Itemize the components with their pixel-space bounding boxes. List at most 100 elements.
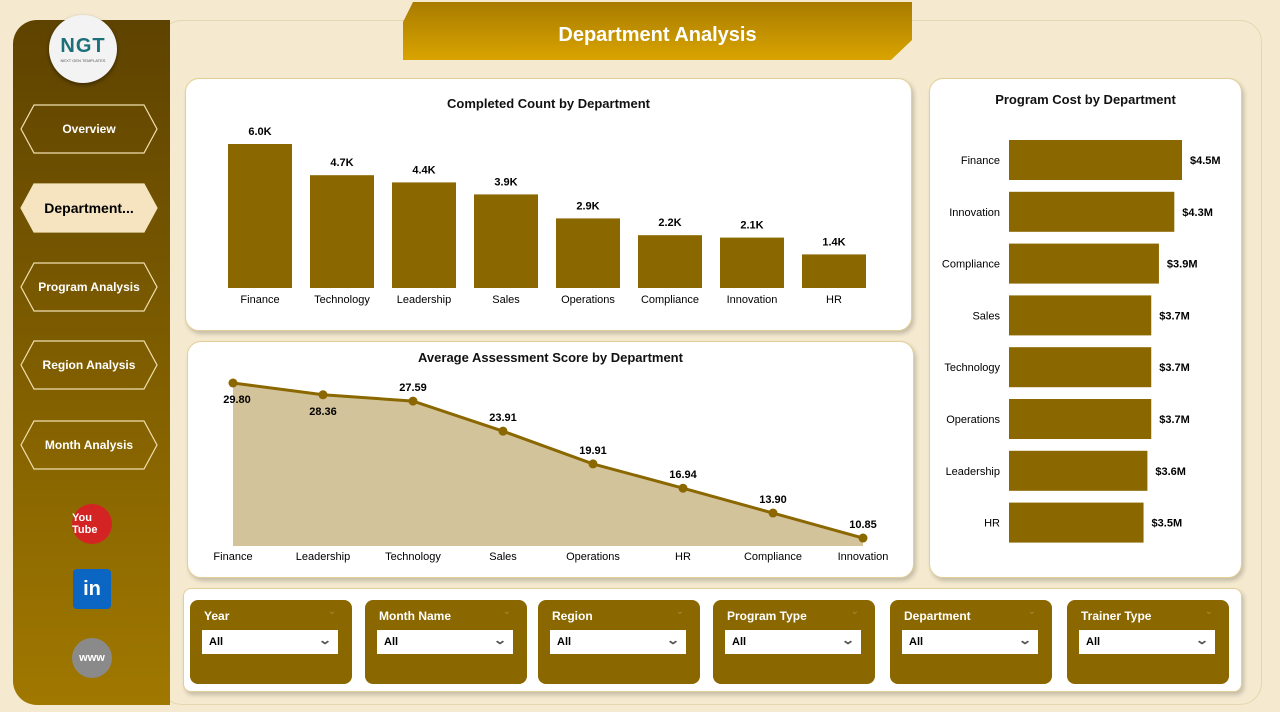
- nav-program-analysis[interactable]: Program Analysis: [20, 262, 158, 312]
- collapse-chevron-icon[interactable]: ⌄: [1204, 606, 1213, 617]
- chart-title: Program Cost by Department: [995, 92, 1176, 107]
- chevron-down-icon: ⌄: [492, 633, 508, 647]
- data-label: 16.94: [669, 469, 697, 481]
- data-label: 28.36: [309, 406, 337, 418]
- completed-count-chart: 6.0K Finance 4.7K Technology 4.4K Leadership 3…: [228, 126, 866, 306]
- collapse-chevron-icon[interactable]: ⌄: [502, 606, 511, 617]
- data-label: 29.80: [223, 394, 251, 406]
- program-cost-card: Program Cost by Department $4.5M Finance $…: [929, 78, 1242, 578]
- youtube-icon[interactable]: You Tube: [72, 504, 112, 544]
- filter-label: Department: [904, 609, 971, 623]
- data-point[interactable]: [228, 378, 238, 388]
- x-tick-label: Leadership: [397, 294, 451, 306]
- filter-department: Department ⌄ All ⌄: [890, 600, 1052, 684]
- data-point[interactable]: [408, 396, 418, 406]
- chart-title: Completed Count by Department: [447, 96, 650, 111]
- nav-label: Region Analysis: [42, 358, 136, 372]
- bar[interactable]: [1009, 347, 1152, 388]
- data-point[interactable]: [768, 508, 778, 518]
- nav-region-analysis[interactable]: Region Analysis: [20, 340, 158, 390]
- filter-program-type: Program Type ⌄ All ⌄: [713, 600, 875, 684]
- dropdown-value: All: [732, 636, 747, 648]
- x-tick-label: Operations: [566, 551, 620, 563]
- dropdown-value: All: [909, 636, 924, 648]
- filter-dropdown[interactable]: All ⌄: [1079, 630, 1215, 654]
- filter-dropdown[interactable]: All ⌄: [377, 630, 513, 654]
- data-label: 19.91: [579, 445, 607, 457]
- data-label: 27.59: [399, 382, 427, 394]
- x-tick-label: Finance: [240, 294, 279, 306]
- bar[interactable]: [556, 218, 620, 288]
- x-tick-label: Sales: [489, 551, 517, 563]
- dropdown-value: All: [557, 636, 572, 648]
- data-label: $4.3M: [1182, 207, 1213, 219]
- data-point[interactable]: [678, 483, 688, 493]
- data-point[interactable]: [858, 533, 868, 543]
- bar[interactable]: [802, 254, 866, 288]
- linkedin-icon[interactable]: in: [73, 569, 111, 609]
- filter-label: Region: [552, 609, 593, 623]
- nav-overview[interactable]: Overview: [20, 104, 158, 154]
- nav-department[interactable]: Department...: [20, 183, 158, 233]
- data-label: 3.9K: [494, 176, 517, 188]
- collapse-chevron-icon[interactable]: ⌄: [850, 606, 859, 617]
- x-tick-label: Technology: [385, 551, 441, 563]
- ngt-logo: NGT NEXT GEN TEMPLATES: [49, 15, 117, 83]
- bar[interactable]: [1009, 450, 1148, 491]
- data-point[interactable]: [588, 459, 598, 469]
- collapse-chevron-icon[interactable]: ⌄: [675, 606, 684, 617]
- bar[interactable]: [1009, 243, 1159, 284]
- filter-dropdown[interactable]: All ⌄: [550, 630, 686, 654]
- social-label: www: [79, 652, 105, 664]
- x-tick-label: Operations: [561, 294, 615, 306]
- logo-text: NGT: [60, 35, 106, 57]
- data-point[interactable]: [498, 426, 508, 436]
- dropdown-value: All: [384, 636, 399, 648]
- data-label: 2.1K: [740, 220, 763, 232]
- filter-dropdown[interactable]: All ⌄: [725, 630, 861, 654]
- data-label: $3.7M: [1159, 310, 1190, 322]
- x-tick-label: Compliance: [744, 551, 802, 563]
- x-tick-label: Innovation: [727, 294, 778, 306]
- assessment-score-chart: 29.80 Finance 28.36 Leadership 27.59 Technolo…: [213, 378, 888, 563]
- bar[interactable]: [228, 144, 292, 288]
- filter-dropdown[interactable]: All ⌄: [902, 630, 1038, 654]
- bar[interactable]: [1009, 399, 1152, 439]
- nav-label: Program Analysis: [38, 280, 140, 294]
- x-tick-label: Leadership: [296, 551, 350, 563]
- globe-icon[interactable]: www: [72, 638, 112, 678]
- data-label: $3.7M: [1159, 414, 1190, 426]
- y-tick-label: Innovation: [949, 207, 1000, 219]
- area-fill: [233, 383, 863, 546]
- bar[interactable]: [720, 237, 784, 288]
- collapse-chevron-icon[interactable]: ⌄: [327, 606, 336, 617]
- social-label: in: [83, 577, 101, 600]
- filter-dropdown[interactable]: All ⌄: [202, 630, 338, 654]
- x-tick-label: Compliance: [641, 294, 699, 306]
- x-tick-label: Sales: [492, 294, 520, 306]
- series-line: [232, 381, 864, 540]
- bar[interactable]: [638, 235, 702, 288]
- data-point[interactable]: [318, 390, 328, 400]
- bar[interactable]: [1009, 295, 1152, 336]
- collapse-chevron-icon[interactable]: ⌄: [1027, 606, 1036, 617]
- bar[interactable]: [310, 175, 374, 288]
- nav-label: Department...: [44, 200, 134, 216]
- data-label: $3.6M: [1155, 466, 1186, 478]
- nav-month-analysis[interactable]: Month Analysis: [20, 420, 158, 470]
- x-tick-label: HR: [675, 551, 691, 563]
- bar[interactable]: [474, 194, 538, 288]
- chevron-down-icon: ⌄: [1017, 633, 1033, 647]
- data-label: 4.7K: [330, 157, 353, 169]
- filter-label: Trainer Type: [1081, 609, 1152, 623]
- page-title: Department Analysis: [558, 24, 757, 46]
- bar[interactable]: [1009, 191, 1175, 232]
- program-cost-chart: $4.5M Finance $4.3M Innovation $3.9M Complian…: [942, 140, 1221, 543]
- data-label: $3.7M: [1159, 362, 1190, 374]
- bar[interactable]: [392, 182, 456, 288]
- data-label: 2.9K: [576, 200, 599, 212]
- bar[interactable]: [1009, 502, 1144, 543]
- bar[interactable]: [1009, 140, 1182, 180]
- y-tick-label: Compliance: [942, 259, 1000, 271]
- chevron-down-icon: ⌄: [1194, 633, 1210, 647]
